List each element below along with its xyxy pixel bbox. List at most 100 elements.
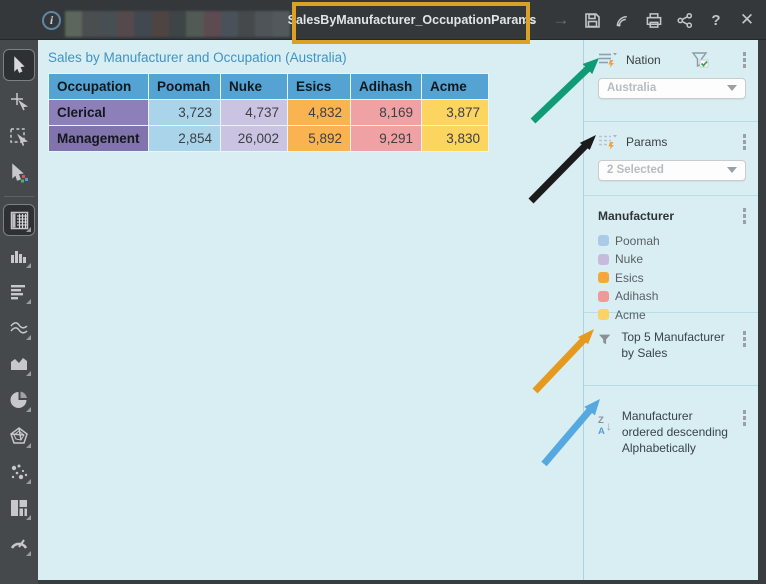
line-chart-tool[interactable] [3, 312, 35, 344]
tool-submenu-indicator [26, 443, 31, 448]
slicer-label: Nation [626, 52, 661, 67]
table-cell[interactable]: 3,830 [421, 125, 489, 152]
legend-list: Poomah Nuke Esics Adihash Acme [598, 234, 750, 322]
bar-chart-tool[interactable] [3, 276, 35, 308]
radar-chart-tool[interactable] [3, 420, 35, 452]
info-icon[interactable]: i [42, 11, 61, 30]
marquee-select-tool[interactable] [3, 121, 35, 153]
column-header[interactable]: Poomah [148, 73, 221, 100]
row-header[interactable]: Management [48, 125, 149, 152]
table-cell[interactable]: 3,723 [148, 99, 221, 126]
table-row: Management 2,854 26,002 5,892 9,291 3,83… [48, 125, 489, 152]
legend-item[interactable]: Nuke [598, 252, 750, 266]
column-header[interactable]: Acme [421, 73, 489, 100]
redacted-block [220, 11, 239, 37]
tool-submenu-indicator [26, 479, 31, 484]
redacted-toolbar-area [65, 11, 290, 37]
table-cell[interactable]: 5,892 [287, 125, 351, 152]
sort-description: Manufacturer ordered descending Alphabet… [621, 409, 728, 456]
column-chart-tool[interactable] [3, 240, 35, 272]
print-icon[interactable] [643, 8, 665, 32]
sort-menu-dots[interactable] [739, 408, 751, 428]
save-icon[interactable] [581, 8, 603, 32]
table-cell[interactable]: 2,854 [148, 125, 221, 152]
close-icon[interactable]: ✕ [739, 10, 755, 29]
redacted-block [99, 11, 117, 37]
filter-panel: Nation Australia Params [583, 40, 758, 580]
pivot-table[interactable]: Occupation Poomah Nuke Esics Adihash Acm… [48, 73, 489, 152]
nation-dropdown[interactable]: Australia [598, 77, 746, 99]
feed-icon[interactable] [612, 8, 634, 32]
params-menu-dots[interactable] [739, 132, 751, 152]
legend-swatch [598, 290, 609, 302]
legend-item[interactable]: Esics [598, 271, 750, 285]
scatter-chart-tool[interactable] [3, 456, 35, 488]
sidebar-divider [4, 196, 34, 197]
table-row: Clerical 3,723 4,737 4,832 8,169 3,877 [48, 99, 489, 126]
funnel-icon [599, 334, 611, 345]
slicer-icon [599, 52, 617, 68]
tool-submenu-indicator [26, 263, 31, 268]
legend-title: Manufacturer [598, 208, 675, 223]
tool-submenu-indicator [26, 335, 31, 340]
legend-label: Acme [615, 307, 646, 322]
legend-item[interactable]: Poomah [598, 234, 750, 248]
params-selected-value: 2 Selected [607, 164, 664, 176]
treemap-tool[interactable] [3, 492, 35, 524]
point-select-tool[interactable] [3, 85, 35, 117]
table-cell[interactable]: 8,169 [350, 99, 422, 126]
back-button[interactable]: ← [521, 10, 539, 29]
legend-item[interactable]: Adihash [598, 289, 750, 303]
column-header[interactable]: Adihash [350, 73, 422, 100]
nation-menu-dots[interactable] [739, 50, 751, 70]
gauge-tool[interactable] [3, 528, 35, 560]
legend-label: Esics [615, 270, 644, 285]
redacted-block [151, 11, 169, 37]
pie-chart-tool[interactable] [3, 384, 35, 416]
column-header[interactable]: Esics [287, 73, 351, 100]
forward-button[interactable]: → [552, 10, 570, 29]
table-cell[interactable]: 3,877 [421, 99, 489, 126]
interactive-filter-icon[interactable] [691, 51, 709, 68]
table-cell[interactable]: 4,737 [220, 99, 288, 126]
legend-menu-dots[interactable] [739, 206, 751, 226]
toolbar-actions: ← → ? ✕ [519, 0, 758, 40]
table-cell[interactable]: 26,002 [220, 125, 288, 152]
share-icon[interactable] [674, 8, 696, 32]
report-title: Sales by Manufacturer and Occupation (Au… [48, 50, 347, 65]
params-slicer-section: Params 2 Selected [584, 122, 758, 196]
chevron-down-icon [727, 167, 737, 173]
nation-slicer-section: Nation Australia [584, 40, 758, 122]
column-header[interactable]: Nuke [220, 73, 288, 100]
legend-swatch [598, 272, 609, 283]
redacted-block [134, 11, 152, 37]
top5-menu-dots[interactable] [739, 329, 751, 349]
legend-swatch [598, 235, 609, 246]
redacted-block [82, 11, 100, 37]
redacted-block [65, 11, 83, 37]
grid-visual-tool[interactable] [3, 204, 35, 236]
table-cell[interactable]: 9,291 [350, 125, 422, 152]
params-dropdown[interactable]: 2 Selected [598, 159, 746, 181]
redacted-block [203, 11, 221, 37]
area-chart-tool[interactable] [3, 348, 35, 380]
row-header[interactable]: Clerical [48, 99, 149, 126]
redacted-block [238, 11, 256, 37]
help-icon[interactable]: ? [711, 11, 721, 29]
select-tool[interactable] [3, 49, 35, 81]
multi-select-tool[interactable] [3, 157, 35, 189]
chevron-down-icon [727, 85, 737, 91]
legend-item[interactable]: Acme [598, 308, 750, 322]
column-header[interactable]: Occupation [48, 73, 149, 100]
slicer-icon [599, 134, 617, 150]
legend-label: Adihash [615, 289, 659, 303]
top-toolbar: i SalesByManufacturer_OccupationParams ←… [0, 0, 766, 40]
redacted-block [186, 11, 204, 37]
legend-swatch [598, 253, 609, 265]
filter-description: Top 5 Manufacturer by Sales [621, 330, 725, 361]
table-cell[interactable]: 4,832 [287, 99, 351, 126]
redacted-block [272, 11, 290, 37]
